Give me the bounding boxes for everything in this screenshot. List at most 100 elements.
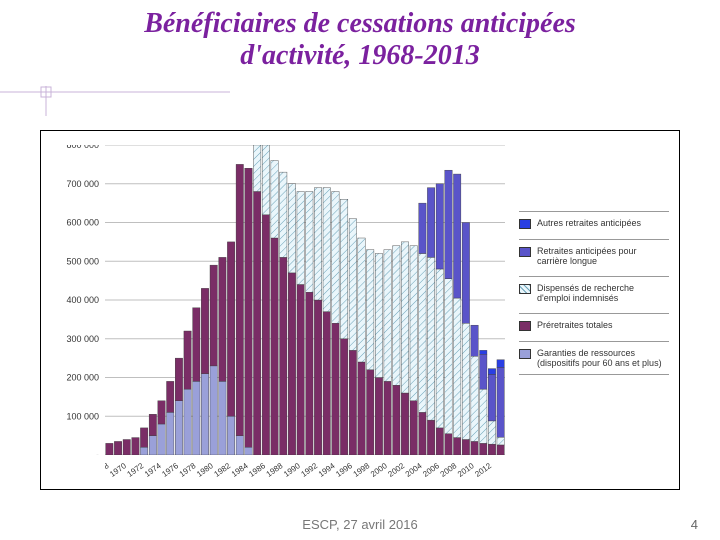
- legend-label-disp: Dispensés de recherche d'emploi indemnis…: [537, 283, 669, 303]
- x-tick-label: 1978: [178, 461, 198, 479]
- bar-2011-disp: [480, 389, 487, 443]
- bar-2007-preretraites: [445, 434, 452, 455]
- legend-label-preretraites: Préretraites totales: [537, 320, 613, 330]
- bar-1994-disp: [332, 192, 339, 324]
- y-tick-label: 500 000: [66, 256, 99, 266]
- bar-1981-garanties: [219, 381, 226, 455]
- bar-2001-preretraites: [393, 385, 400, 455]
- bar-1985-preretraites: [253, 192, 260, 456]
- bar-1979-preretraites: [201, 288, 208, 373]
- x-tick-label: 2006: [421, 461, 441, 479]
- bar-2010-carriere: [471, 325, 478, 356]
- bar-1995-preretraites: [340, 339, 347, 455]
- bar-1973-garanties: [149, 436, 156, 455]
- slide: Bénéficiaires de cessations anticipées d…: [0, 0, 720, 540]
- bar-1973-preretraites: [149, 414, 156, 435]
- x-tick-label: 2008: [439, 461, 459, 479]
- legend-swatch-autres: [519, 219, 531, 229]
- legend-item-autres: Autres retraites anticipées: [519, 211, 669, 229]
- x-tick-label: 2000: [369, 461, 389, 479]
- bar-1982-garanties: [227, 416, 234, 455]
- bar-1996-disp: [349, 219, 356, 351]
- title-line2: d'activité, 1968-2013: [240, 40, 480, 71]
- bar-1968-preretraites: [106, 443, 113, 455]
- bar-1975-garanties: [167, 412, 174, 455]
- bar-1987-disp: [271, 161, 278, 239]
- bar-2005-disp: [427, 257, 434, 420]
- bar-2003-preretraites: [410, 401, 417, 455]
- x-tick-label: 1982: [212, 461, 232, 479]
- y-tick-label: 100 000: [66, 411, 99, 421]
- legend-swatch-garanties: [519, 349, 531, 359]
- bar-1993-disp: [323, 188, 330, 312]
- y-tick-label: -: [96, 450, 99, 455]
- bar-2008-preretraites: [453, 438, 460, 455]
- bar-2011-preretraites: [480, 443, 487, 455]
- x-tick-label: 1976: [160, 461, 180, 479]
- x-tick-label: 1996: [334, 461, 354, 479]
- bar-1990-preretraites: [297, 285, 304, 456]
- bar-1991-disp: [306, 192, 313, 293]
- bar-1976-preretraites: [175, 358, 182, 401]
- bar-1975-preretraites: [167, 381, 174, 412]
- x-tick-label: 2012: [473, 461, 493, 479]
- bar-1969-preretraites: [114, 441, 121, 455]
- bar-2012-autres: [488, 369, 495, 375]
- x-tick-label: 1986: [247, 461, 267, 479]
- bar-1987-preretraites: [271, 238, 278, 455]
- bar-2006-preretraites: [436, 428, 443, 455]
- chart-plot: [105, 145, 505, 455]
- bar-2007-disp: [445, 279, 452, 434]
- bar-2000-preretraites: [384, 381, 391, 455]
- page-number: 4: [691, 517, 698, 532]
- bar-2004-carriere: [419, 203, 426, 253]
- x-tick-label: 1980: [195, 461, 215, 479]
- legend-swatch-carriere: [519, 247, 531, 257]
- x-tick-label: 1970: [108, 461, 128, 479]
- bar-2013-disp: [497, 437, 504, 445]
- bar-2011-carriere: [480, 354, 487, 389]
- bar-1993-preretraites: [323, 312, 330, 455]
- x-tick-label: 1984: [230, 461, 250, 479]
- bar-2010-disp: [471, 356, 478, 441]
- bar-2012-preretraites: [488, 444, 495, 455]
- bar-2006-carriere: [436, 184, 443, 269]
- bar-1995-disp: [340, 199, 347, 339]
- bar-1988-disp: [280, 172, 287, 257]
- x-tick-label: 2010: [456, 461, 476, 479]
- bar-1977-preretraites: [184, 331, 191, 389]
- legend-label-garanties: Garanties de ressources (dispositifs pou…: [537, 348, 669, 368]
- y-tick-label: 400 000: [66, 295, 99, 305]
- legend: Autres retraites anticipées Retraites an…: [519, 201, 669, 385]
- bar-1981-preretraites: [219, 257, 226, 381]
- footer-text: ESCP, 27 avril 2016: [0, 517, 720, 532]
- x-axis-labels: 1968197019721974197619781980198219841986…: [105, 457, 505, 487]
- bar-1992-preretraites: [314, 300, 321, 455]
- bar-2008-carriere: [453, 174, 460, 298]
- bar-1997-preretraites: [358, 362, 365, 455]
- bar-1988-preretraites: [280, 257, 287, 455]
- bar-2012-carriere: [488, 374, 495, 421]
- bar-1984-garanties: [245, 447, 252, 455]
- legend-label-carriere: Retraites anticipées pour carrière longu…: [537, 246, 669, 266]
- bar-2000-disp: [384, 250, 391, 382]
- x-tick-label: 2004: [404, 461, 424, 479]
- y-tick-label: 600 000: [66, 218, 99, 228]
- decoration-lines: [0, 86, 230, 116]
- bar-1997-disp: [358, 238, 365, 362]
- bar-2012-disp: [488, 421, 495, 444]
- bar-1986-preretraites: [262, 215, 269, 455]
- bar-2006-disp: [436, 269, 443, 428]
- x-tick-label: 1988: [265, 461, 285, 479]
- bar-2009-disp: [462, 323, 469, 439]
- chart-frame: -100 000200 000300 000400 000500 000600 …: [40, 130, 680, 490]
- bar-1991-preretraites: [306, 292, 313, 455]
- x-tick-label: 1990: [282, 461, 302, 479]
- x-tick-label: 2002: [386, 461, 406, 479]
- bar-1970-preretraites: [123, 440, 130, 456]
- bar-1992-disp: [314, 188, 321, 300]
- y-tick-label: 200 000: [66, 373, 99, 383]
- bar-1983-garanties: [236, 436, 243, 455]
- bar-2005-preretraites: [427, 420, 434, 455]
- title-line1: Bénéficiaires de cessations anticipées: [144, 8, 576, 39]
